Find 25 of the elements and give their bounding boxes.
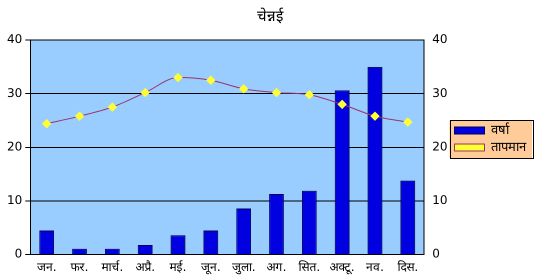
legend-label: वर्षा — [491, 122, 510, 138]
x-tick-label: सित. — [298, 260, 320, 274]
x-tick-label: मार्च. — [101, 260, 124, 274]
y2-tick-label: 10 — [432, 193, 448, 208]
legend-label: तापमान — [491, 140, 527, 155]
x-tick-label: दिस. — [397, 260, 418, 274]
y-tick-label: 30 — [6, 86, 22, 100]
x-tick-label: नव. — [366, 260, 384, 274]
x-tick-label: अक्टू. — [330, 260, 355, 275]
x-tick-label: मई. — [170, 260, 186, 274]
y2-tick-label: 20 — [432, 139, 448, 154]
chart-title: चेन्नई — [257, 6, 284, 25]
y2-tick-label: 30 — [432, 86, 448, 100]
x-tick-label: जून. — [200, 260, 221, 275]
x-tick-label: अग. — [266, 260, 286, 274]
y-tick-label: 20 — [6, 139, 22, 154]
y2-tick-label: 0 — [432, 246, 440, 261]
x-tick-label: जन. — [36, 260, 57, 274]
y-tick-label: 10 — [6, 193, 22, 208]
x-tick-label: फर. — [70, 260, 88, 274]
y2-tick-label: 40 — [432, 32, 448, 46]
x-tick-label: अप्रै. — [135, 260, 156, 274]
x-tick-label: जुला. — [232, 260, 256, 275]
y-tick-label: 0 — [14, 246, 22, 261]
y-tick-label: 40 — [6, 32, 22, 46]
